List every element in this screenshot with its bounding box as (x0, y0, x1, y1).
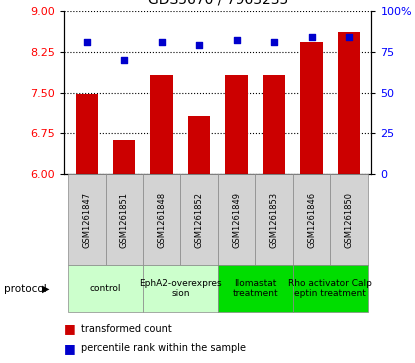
Text: GSM1261846: GSM1261846 (307, 192, 316, 248)
Bar (338, 32, 360, 174)
Bar (68, 265, 143, 312)
Bar (143, 174, 181, 265)
Text: Ilomastat
treatment: Ilomastat treatment (232, 279, 278, 298)
Bar (76, 94, 98, 174)
Text: protocol: protocol (4, 284, 47, 294)
Bar (181, 174, 218, 265)
Text: GSM1261848: GSM1261848 (157, 192, 166, 248)
Point (308, 34, 315, 40)
Title: GDS5670 / 7963235: GDS5670 / 7963235 (148, 0, 288, 7)
Text: EphA2-overexpres
sion: EphA2-overexpres sion (139, 279, 222, 298)
Point (159, 39, 165, 45)
Bar (105, 174, 143, 265)
Bar (151, 75, 173, 174)
Text: GSM1261852: GSM1261852 (195, 192, 204, 248)
Point (346, 34, 352, 40)
Bar (68, 174, 105, 265)
Bar (263, 75, 285, 174)
Bar (218, 265, 293, 312)
Bar (113, 140, 135, 174)
Text: transformed count: transformed count (81, 323, 172, 334)
Text: GSM1261849: GSM1261849 (232, 192, 241, 248)
Text: ■: ■ (64, 342, 76, 355)
Point (271, 39, 277, 45)
Text: ■: ■ (64, 322, 76, 335)
Text: GSM1261850: GSM1261850 (344, 192, 354, 248)
Bar (293, 265, 368, 312)
Bar (293, 174, 330, 265)
Bar (330, 174, 368, 265)
Bar (255, 174, 293, 265)
Text: control: control (90, 284, 121, 293)
Text: Rho activator Calp
eptin treatment: Rho activator Calp eptin treatment (288, 279, 372, 298)
Bar (225, 75, 248, 174)
Text: ▶: ▶ (42, 284, 49, 294)
Point (196, 42, 203, 48)
Bar (300, 42, 323, 174)
Text: percentile rank within the sample: percentile rank within the sample (81, 343, 246, 354)
Bar (143, 265, 218, 312)
Text: GSM1261853: GSM1261853 (270, 192, 278, 248)
Bar (188, 116, 210, 174)
Point (121, 57, 127, 63)
Point (83, 39, 90, 45)
Bar (218, 174, 255, 265)
Text: GSM1261851: GSM1261851 (120, 192, 129, 248)
Point (233, 37, 240, 43)
Text: GSM1261847: GSM1261847 (82, 192, 91, 248)
